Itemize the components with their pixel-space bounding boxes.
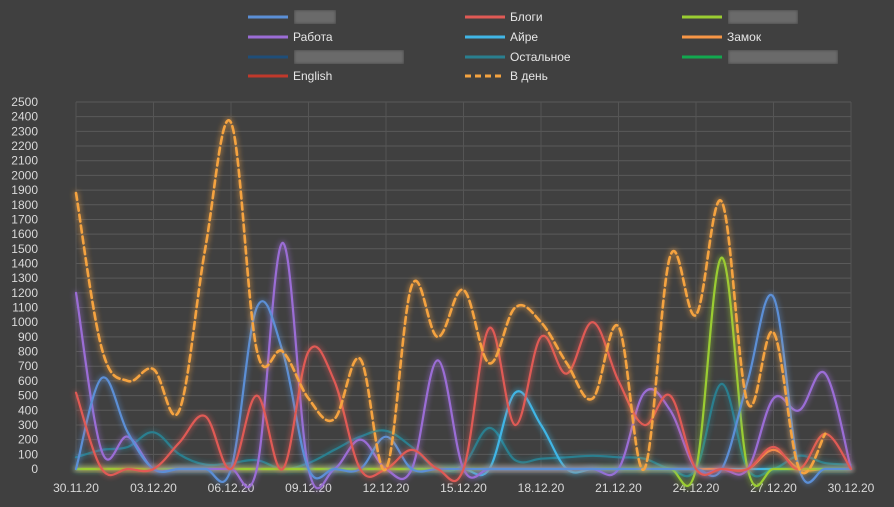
x-tick-label: 12.12.20	[363, 481, 410, 495]
y-tick-label: 100	[18, 447, 38, 461]
y-tick-label: 1200	[11, 286, 38, 300]
y-axis: 0100200300400500600700800900100011001200…	[11, 95, 38, 476]
y-tick-label: 600	[18, 374, 38, 388]
y-tick-label: 1500	[11, 242, 38, 256]
legend-label: Работа	[293, 30, 333, 44]
redacted-label	[294, 50, 404, 64]
y-tick-label: 2100	[11, 154, 38, 168]
series-group	[74, 118, 853, 490]
y-tick-label: 1100	[12, 301, 38, 315]
y-tick-label: 2500	[11, 95, 38, 109]
legend-item	[682, 50, 838, 64]
series-line-Блоги	[74, 321, 853, 483]
x-tick-label: 27.12.20	[750, 481, 797, 495]
legend-label: English	[293, 69, 332, 83]
y-tick-label: 1700	[11, 212, 38, 226]
x-tick-label: 15.12.20	[440, 481, 487, 495]
y-tick-label: 1300	[11, 271, 38, 285]
y-tick-label: 200	[18, 433, 38, 447]
y-tick-label: 400	[18, 403, 38, 417]
y-tick-label: 1600	[11, 227, 38, 241]
x-tick-label: 18.12.20	[518, 481, 565, 495]
redacted-label	[294, 10, 336, 24]
y-tick-label: 1400	[11, 256, 38, 270]
redacted-label	[728, 10, 798, 24]
y-tick-label: 900	[18, 330, 38, 344]
legend-label: Остальное	[510, 50, 571, 64]
y-tick-label: 2200	[11, 139, 38, 153]
y-tick-label: 700	[18, 359, 38, 373]
y-tick-label: 0	[31, 462, 38, 476]
legend-item	[248, 10, 336, 24]
legend-item: Работа	[248, 30, 333, 44]
series-line-hidden-0	[74, 293, 853, 484]
x-tick-label: 30.12.20	[828, 481, 875, 495]
y-tick-label: 500	[18, 389, 38, 403]
legend: Блоги Работа Айре Замок Остальное English В де…	[248, 10, 838, 83]
legend-label: В день	[510, 69, 548, 83]
legend-item: Айре	[465, 30, 538, 44]
legend-item: English	[248, 69, 332, 83]
legend-item: В день	[465, 69, 548, 83]
legend-item: Замок	[682, 30, 762, 44]
legend-item	[248, 50, 404, 64]
x-tick-label: 24.12.20	[673, 481, 720, 495]
x-tick-label: 09.12.20	[285, 481, 332, 495]
y-tick-label: 2400	[11, 110, 38, 124]
legend-item	[682, 10, 798, 24]
y-tick-label: 1000	[11, 315, 38, 329]
redacted-label	[728, 50, 838, 64]
x-axis: 30.11.20 03.12.20 06.12.20 09.12.20 12.12.20…	[53, 481, 875, 495]
legend-label: Блоги	[510, 10, 543, 24]
legend-item: Блоги	[465, 10, 543, 24]
series-line-В день	[74, 118, 827, 475]
y-tick-label: 2300	[11, 124, 38, 138]
legend-item: Остальное	[465, 50, 571, 64]
x-tick-label: 30.11.20	[53, 481, 99, 495]
y-tick-label: 800	[18, 345, 38, 359]
x-tick-label: 21.12.20	[595, 481, 642, 495]
y-tick-label: 300	[18, 418, 38, 432]
y-tick-label: 1800	[11, 198, 38, 212]
y-tick-label: 2000	[11, 168, 38, 182]
legend-label: Айре	[510, 30, 538, 44]
x-tick-label: 03.12.20	[130, 481, 177, 495]
series-line-Остальное	[74, 382, 853, 478]
y-tick-label: 1900	[11, 183, 38, 197]
legend-label: Замок	[727, 30, 762, 44]
